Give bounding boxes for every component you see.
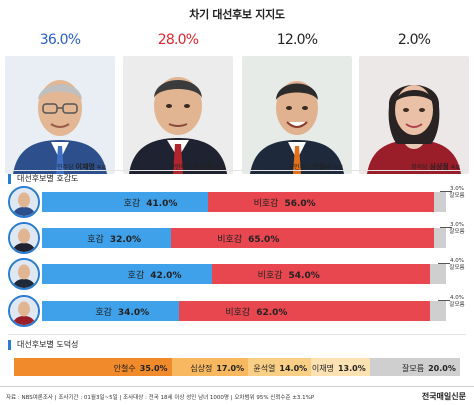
favorable-bar xyxy=(42,301,180,321)
candidate-photo xyxy=(5,56,115,174)
candidate-photo xyxy=(242,56,352,174)
candidate-card: 12.0% 국민의당 안철수 후보 xyxy=(239,26,355,176)
source-note: 자료 : NBS여론조사 | 조사기간 : 01월3일~5일 | 조사대상 : … xyxy=(6,395,315,401)
dont-know-bar xyxy=(429,301,446,321)
leader-line xyxy=(439,191,452,192)
publisher-logo: 전국매일신문 xyxy=(421,392,466,401)
candidate-suffix: 후보 xyxy=(96,165,106,171)
candidate-photo xyxy=(359,56,469,174)
candidate-caption: 정의당 심상정 후보 xyxy=(356,162,466,172)
capability-label: 잘모름 20.0% xyxy=(402,364,456,373)
candidate-name: 안철수 xyxy=(312,163,332,171)
party-name: 국민의힘 xyxy=(169,164,192,171)
footer: 자료 : NBS여론조사 | 조사기간 : 01월3일~5일 | 조사대상 : … xyxy=(0,386,474,405)
candidate-avatar xyxy=(8,295,40,327)
chart-title: 차기 대선후보 지지도 xyxy=(189,8,285,21)
unfavorable-label: 비호감 62.0% xyxy=(225,308,288,318)
candidate-card: 36.0% 민주당 이재명 후보 xyxy=(2,26,118,176)
candidate-card: 28.0% 국민의힘 윤석열 후보 xyxy=(120,26,236,176)
candidate-suffix: 후보 xyxy=(333,165,343,171)
candidate-photo xyxy=(123,56,233,174)
unfavorable-bar xyxy=(207,192,434,212)
divider xyxy=(8,170,466,171)
favorability-row: 호감 41.0% 비호감 56.0% 3.0% 잘모름 xyxy=(6,186,468,218)
favorable-bar xyxy=(42,228,172,248)
capability-heading: 대선후보별 도덕성 xyxy=(8,340,78,350)
candidate-avatar xyxy=(8,222,40,254)
leader-line xyxy=(439,227,452,228)
support-value: 12.0% xyxy=(276,32,318,48)
dont-know-label: 4.0% 잘모름 xyxy=(449,258,465,271)
dont-know-bar xyxy=(433,228,446,248)
candidate-card: 2.0% 정의당 심상정 후보 xyxy=(356,26,472,176)
favorability-row: 호감 42.0% 비호감 54.0% 4.0% 잘모름 xyxy=(6,258,468,290)
capability-segment xyxy=(171,358,249,376)
leader-line xyxy=(437,263,450,264)
candidate-name: 이재명 xyxy=(75,163,95,171)
support-value: 36.0% xyxy=(39,32,81,48)
favorable-bar xyxy=(42,192,208,212)
capability-segment xyxy=(248,358,312,376)
capability-segment xyxy=(311,358,370,376)
favorable-label: 호감 32.0% xyxy=(87,235,142,245)
party-name: 국민의당 xyxy=(288,164,311,171)
candidate-suffix: 후보 xyxy=(450,165,460,171)
dont-know-bar xyxy=(433,192,446,212)
favorability-heading: 대선후보별 호감도 xyxy=(8,174,78,184)
support-value: 2.0% xyxy=(397,32,431,48)
candidate-suffix: 후보 xyxy=(214,165,224,171)
favorable-label: 호감 41.0% xyxy=(123,199,178,209)
candidate-caption: 국민의힘 윤석열 후보 xyxy=(120,162,230,172)
capability-chart: 안철수 35.0% 심상정 17.0% 윤석열 14.0% 이재명 13.0% 잘모름 20.0% xyxy=(14,358,460,376)
capability-label: 이재명 13.0% xyxy=(311,364,366,373)
capability-segment xyxy=(369,358,460,376)
capability-label: 안철수 35.0% xyxy=(113,364,168,373)
divider xyxy=(8,334,466,335)
favorability-row: 호감 34.0% 비호감 62.0% 4.0% 잘모름 xyxy=(6,295,468,327)
unfavorable-bar xyxy=(171,228,434,248)
favorable-label: 호감 42.0% xyxy=(127,271,182,281)
candidate-name: 심상정 xyxy=(429,163,449,171)
unfavorable-label: 비호감 54.0% xyxy=(257,271,320,281)
candidate-support-panel: 36.0% 민주당 이재명 후보 28.0% xyxy=(0,26,474,176)
unfavorable-label: 비호감 65.0% xyxy=(217,235,280,245)
candidate-name: 윤석열 xyxy=(193,163,213,171)
favorability-row: 호감 32.0% 비호감 65.0% 3.0% 잘모름 xyxy=(6,222,468,254)
unfavorable-bar xyxy=(211,264,430,284)
leader-line xyxy=(437,300,450,301)
party-name: 민주당 xyxy=(57,164,74,171)
favorable-label: 호감 34.0% xyxy=(95,308,150,318)
capability-label: 심상정 17.0% xyxy=(190,364,245,373)
capability-segment xyxy=(14,358,172,376)
candidate-caption: 민주당 이재명 후보 xyxy=(2,162,112,172)
candidate-caption: 국민의당 안철수 후보 xyxy=(239,162,349,172)
unfavorable-label: 비호감 56.0% xyxy=(253,199,316,209)
dont-know-label: 3.0% 잘모름 xyxy=(449,222,465,235)
unfavorable-bar xyxy=(179,301,430,321)
candidate-avatar xyxy=(8,186,40,218)
party-name: 정의당 xyxy=(411,164,428,171)
dont-know-label: 4.0% 잘모름 xyxy=(449,295,465,308)
candidate-avatar xyxy=(8,258,40,290)
dont-know-bar xyxy=(429,264,446,284)
favorable-bar xyxy=(42,264,212,284)
support-value: 28.0% xyxy=(157,32,199,48)
dont-know-label: 3.0% 잘모름 xyxy=(449,186,465,199)
capability-label: 윤석열 14.0% xyxy=(253,364,308,373)
